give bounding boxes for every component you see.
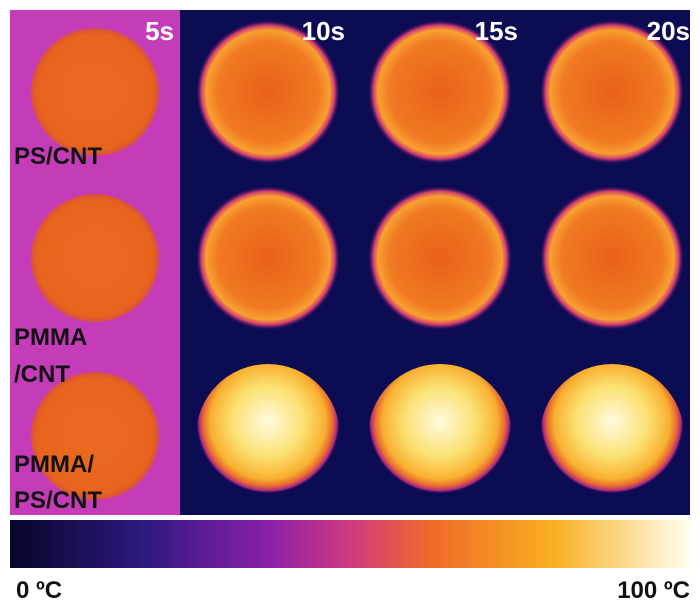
sample-disc bbox=[31, 372, 159, 500]
sample-disc bbox=[196, 186, 340, 330]
sample-disc bbox=[196, 364, 340, 508]
sample-label: PS/CNT bbox=[14, 487, 102, 514]
sample-label: PS/CNT bbox=[14, 143, 102, 170]
sample-disc bbox=[540, 364, 684, 508]
sample-label: PMMA bbox=[14, 324, 87, 351]
sample-disc bbox=[31, 194, 159, 322]
colorbar bbox=[10, 520, 690, 568]
sample-label: PMMA/ bbox=[14, 451, 94, 478]
sample-label: /CNT bbox=[14, 361, 70, 388]
sample-disc bbox=[368, 364, 512, 508]
sample-disc bbox=[368, 186, 512, 330]
figure: 5s 10s 15s 20s PS/CNT PMMA/CNT PMMA/PS/CNT 0 º… bbox=[0, 0, 700, 603]
time-label: 10s bbox=[302, 16, 345, 46]
time-label: 20s bbox=[647, 16, 690, 46]
colorbar-max-label: 100 ºC bbox=[617, 577, 690, 603]
colorbar-min-label: 0 ºC bbox=[16, 577, 62, 603]
time-label: 15s bbox=[475, 16, 518, 46]
sample-disc bbox=[540, 186, 684, 330]
sample-disc bbox=[31, 28, 159, 156]
time-label: 5s bbox=[145, 16, 174, 46]
